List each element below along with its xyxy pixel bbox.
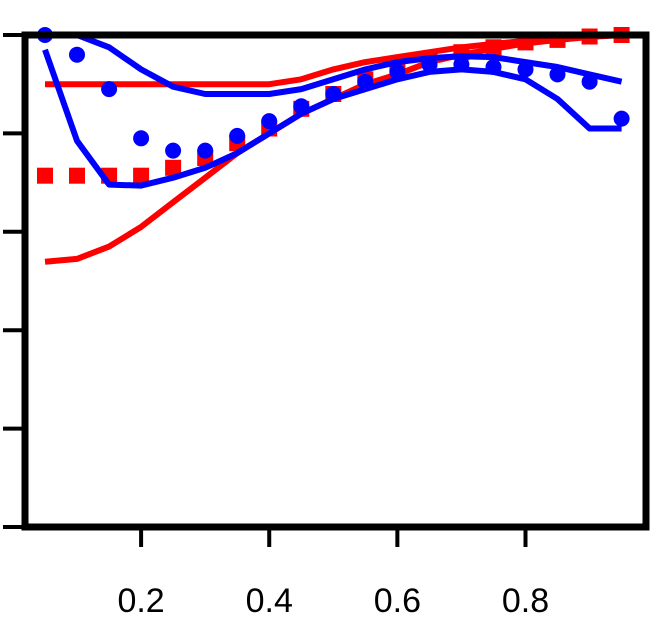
x-tick-label-1: 0.2	[117, 582, 164, 620]
series-dot-point-8	[261, 113, 278, 130]
series-dot-point-13	[421, 56, 438, 73]
series-square-point-2	[69, 167, 85, 184]
x-tick-label-2: 0.4	[246, 582, 293, 620]
series-dot-point-5	[165, 142, 182, 159]
series-dot-point-3	[101, 81, 118, 98]
x-axis-ticks: 0.2 0.4 0.6 0.8	[117, 527, 549, 620]
series-layer	[37, 27, 630, 265]
y-axis-ticks	[3, 33, 25, 529]
series-dot-point-19	[613, 110, 630, 127]
series-square-point-4	[133, 167, 150, 184]
series-line-6	[42, 48, 622, 189]
series-dot-point-17	[549, 66, 566, 83]
series-dot-point-18	[581, 73, 598, 90]
series-dot-point-7	[229, 127, 246, 144]
x-tick-label-3: 0.6	[374, 582, 421, 620]
series-dot-point-6	[197, 142, 214, 159]
series-dot-point-16	[517, 61, 534, 78]
series-dot-point-4	[133, 130, 150, 147]
x-tick-label-4: 0.8	[502, 582, 549, 620]
plot-frame	[21, 31, 650, 531]
series-square-point-1	[37, 167, 53, 184]
series-square-point-5	[165, 159, 182, 176]
series-dot-point-2	[69, 46, 85, 63]
